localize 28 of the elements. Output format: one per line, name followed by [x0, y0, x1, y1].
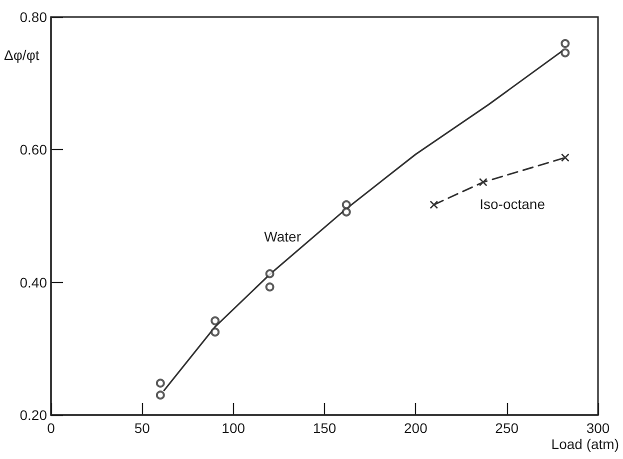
x-tick-label: 200 — [404, 420, 428, 436]
y-tick-label: 0.60 — [20, 142, 48, 158]
point — [560, 153, 570, 162]
point — [560, 39, 570, 48]
x-tick-label: 250 — [495, 420, 519, 436]
x-tick-label: 50 — [134, 420, 150, 436]
x-tick-label: 300 — [586, 420, 610, 436]
x-axis-title: Load (atm) — [551, 436, 620, 452]
y-tick-label: 0.20 — [20, 407, 48, 423]
x-tick-label: 100 — [222, 420, 246, 436]
point — [156, 390, 165, 400]
point — [560, 48, 570, 58]
y-tick-label: 0.40 — [20, 274, 48, 290]
point — [430, 200, 438, 209]
point — [156, 378, 165, 388]
point — [210, 316, 220, 326]
point — [265, 282, 274, 292]
y-axis-title: Δφ/φt — [4, 47, 40, 63]
annotation: Water — [264, 228, 302, 245]
x-tick-label: 0 — [47, 420, 56, 436]
point — [210, 328, 220, 337]
point — [342, 208, 351, 217]
y-tick-label: 0.80 — [20, 9, 48, 25]
point — [478, 178, 488, 186]
annotation: Iso-octane — [480, 196, 546, 212]
x-tick-label: 150 — [312, 420, 336, 436]
point — [265, 269, 274, 278]
point — [342, 200, 351, 210]
